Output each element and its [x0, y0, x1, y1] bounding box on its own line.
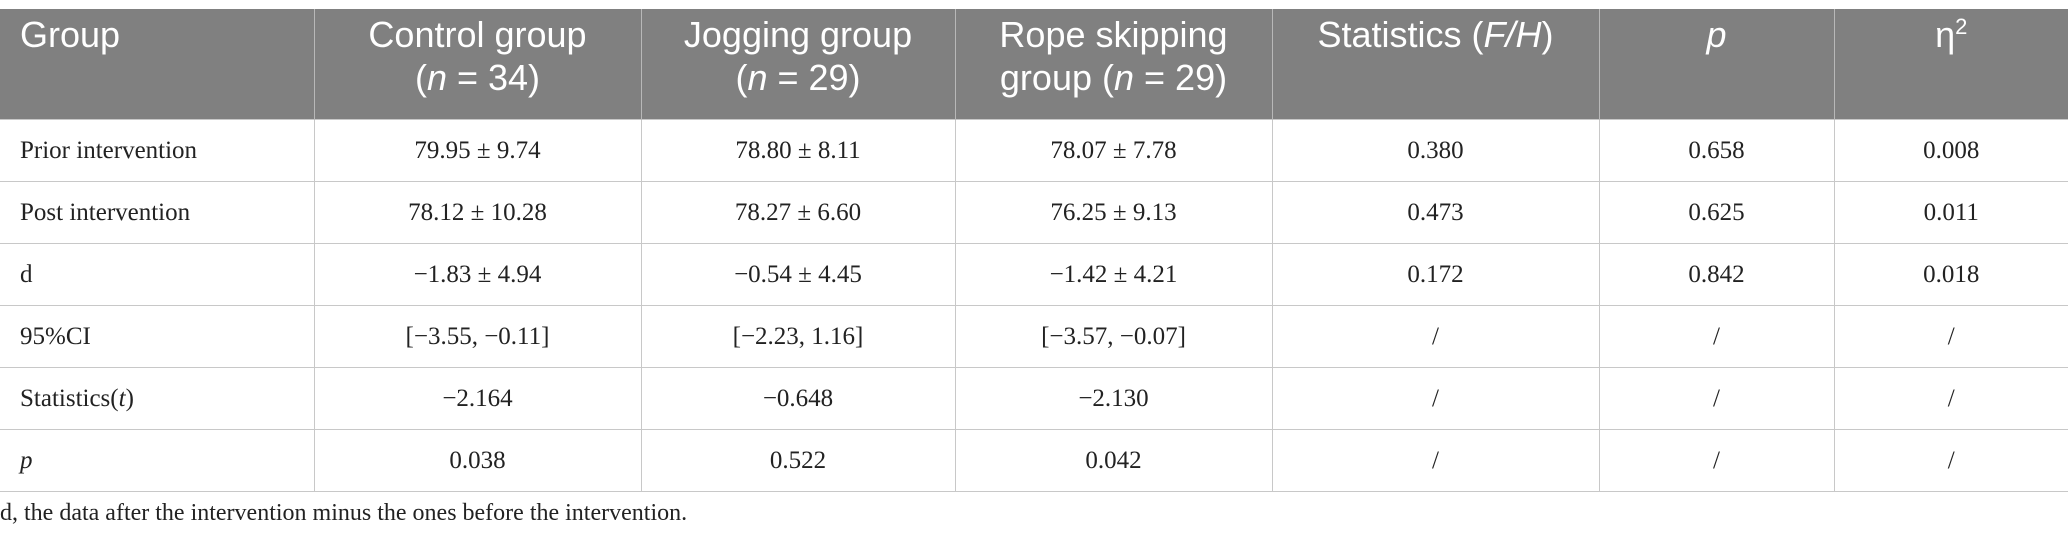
cell-p: /	[1599, 367, 1835, 430]
cell-eta: /	[1834, 367, 2068, 430]
cell-p: /	[1599, 305, 1835, 368]
cell-control: 79.95 ± 9.74	[314, 119, 642, 182]
cell-rope: −2.130	[955, 367, 1273, 430]
row-label: 95%CI	[0, 305, 315, 368]
cell-jogging: −0.54 ± 4.45	[641, 243, 956, 306]
cell-statistic: /	[1272, 305, 1600, 368]
cell-statistic: 0.473	[1272, 181, 1600, 244]
header-group: Group	[0, 9, 315, 120]
cell-control: 78.12 ± 10.28	[314, 181, 642, 244]
cell-statistic: /	[1272, 429, 1600, 492]
cell-statistic: 0.172	[1272, 243, 1600, 306]
header-rope-skipping-group: Rope skipping group (n = 29)	[955, 9, 1273, 120]
cell-p: /	[1599, 429, 1835, 492]
header-control-group: Control group (n = 34)	[314, 9, 642, 120]
table-row: Post intervention 78.12 ± 10.28 78.27 ± …	[0, 181, 2068, 244]
cell-rope: −1.42 ± 4.21	[955, 243, 1273, 306]
cell-statistic: /	[1272, 367, 1600, 430]
table-row: Prior intervention 79.95 ± 9.74 78.80 ± …	[0, 119, 2068, 182]
cell-control: 0.038	[314, 429, 642, 492]
cell-jogging: 78.27 ± 6.60	[641, 181, 956, 244]
header-eta-squared: η2	[1834, 9, 2068, 120]
table-row: p 0.038 0.522 0.042 / / /	[0, 429, 2068, 492]
table-footnote: d, the data after the intervention minus…	[0, 500, 688, 526]
cell-p: 0.842	[1599, 243, 1835, 306]
results-table-container: Group Control group (n = 34) Jogging gro…	[0, 9, 2068, 492]
table-row: d −1.83 ± 4.94 −0.54 ± 4.45 −1.42 ± 4.21…	[0, 243, 2068, 306]
table-row: Statistics(t) −2.164 −0.648 −2.130 / / /	[0, 367, 2068, 430]
cell-rope: 78.07 ± 7.78	[955, 119, 1273, 182]
row-label: Post intervention	[0, 181, 315, 244]
header-jogging-group: Jogging group (n = 29)	[641, 9, 956, 120]
row-label: d	[0, 243, 315, 306]
cell-eta: 0.018	[1834, 243, 2068, 306]
cell-jogging: 78.80 ± 8.11	[641, 119, 956, 182]
table-header: Group Control group (n = 34) Jogging gro…	[0, 9, 2068, 120]
cell-rope: [−3.57, −0.07]	[955, 305, 1273, 368]
table-body: Prior intervention 79.95 ± 9.74 78.80 ± …	[0, 119, 2068, 492]
results-table: Group Control group (n = 34) Jogging gro…	[0, 9, 2068, 492]
cell-eta: 0.008	[1834, 119, 2068, 182]
cell-control: −2.164	[314, 367, 642, 430]
cell-control: −1.83 ± 4.94	[314, 243, 642, 306]
header-row: Group Control group (n = 34) Jogging gro…	[0, 9, 2068, 120]
cell-eta: /	[1834, 305, 2068, 368]
cell-rope: 76.25 ± 9.13	[955, 181, 1273, 244]
header-p-value: p	[1599, 9, 1835, 120]
cell-eta: /	[1834, 429, 2068, 492]
row-label: Statistics(t)	[0, 367, 315, 430]
table-row: 95%CI [−3.55, −0.11] [−2.23, 1.16] [−3.5…	[0, 305, 2068, 368]
cell-jogging: [−2.23, 1.16]	[641, 305, 956, 368]
row-label: p	[0, 429, 315, 492]
cell-p: 0.658	[1599, 119, 1835, 182]
row-label: Prior intervention	[0, 119, 315, 182]
cell-rope: 0.042	[955, 429, 1273, 492]
cell-jogging: 0.522	[641, 429, 956, 492]
header-statistics: Statistics (F/H)	[1272, 9, 1600, 120]
cell-statistic: 0.380	[1272, 119, 1600, 182]
cell-p: 0.625	[1599, 181, 1835, 244]
cell-eta: 0.011	[1834, 181, 2068, 244]
cell-jogging: −0.648	[641, 367, 956, 430]
cell-control: [−3.55, −0.11]	[314, 305, 642, 368]
